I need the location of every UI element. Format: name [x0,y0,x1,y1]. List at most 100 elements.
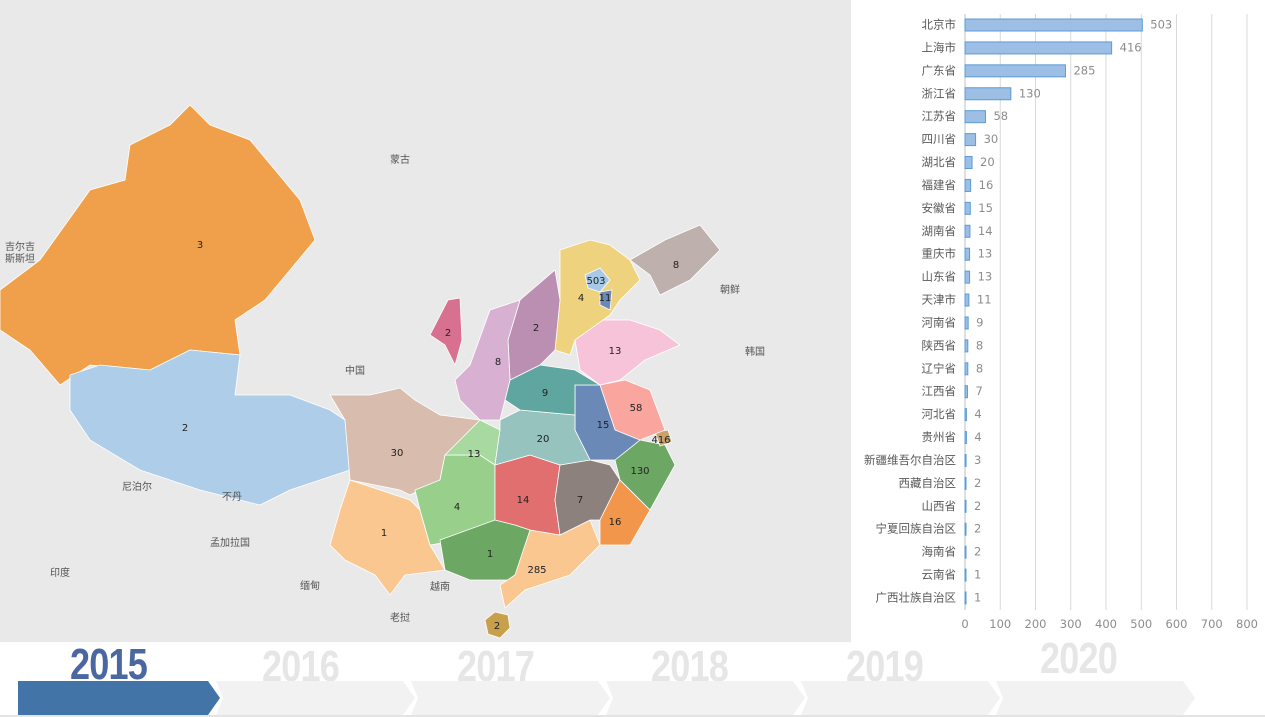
province-region[interactable] [504,364,602,416]
province-value-label: 16 [609,517,622,528]
place-name-label: 吉尔吉 [5,240,35,253]
province-region[interactable] [454,299,521,421]
category-label: 重庆市 [922,247,957,261]
data-label: 2 [974,499,981,513]
bar [964,385,968,399]
data-label: 14 [978,224,993,238]
timeline-step-2015[interactable] [18,681,228,715]
place-name-label: 尼泊尔 [122,480,152,493]
province-region[interactable] [0,104,316,386]
province-value-label: 11 [599,293,612,304]
place-name-label: 孟加拉国 [210,536,250,549]
category-label: 西藏自治区 [899,476,957,490]
timeline-step-2016[interactable] [213,681,423,715]
province-value-label: 2 [445,328,451,339]
data-label: 9 [976,315,983,329]
x-tick-label: 300 [1060,617,1082,631]
data-label: 8 [976,361,983,375]
province-region[interactable] [429,297,463,367]
x-tick-label: 800 [1236,617,1258,631]
province-region[interactable] [329,479,446,596]
place-name-label: 缅甸 [300,579,320,592]
province-value-label: 130 [630,466,649,477]
bar [964,591,967,605]
bar [964,568,967,582]
timeline-step-2020[interactable] [993,681,1203,715]
bar [964,224,971,238]
data-label: 7 [975,384,982,398]
data-label: 20 [980,155,995,169]
province-value-label: 8 [673,260,679,271]
category-label: 湖北省 [922,155,957,169]
category-label: 广西壮族自治区 [876,591,957,605]
data-label: 16 [979,178,994,192]
province-value-label: 20 [537,434,550,445]
province-region[interactable] [584,267,611,293]
bar [964,545,967,559]
bar [964,316,969,330]
category-label: 浙江省 [922,86,957,100]
bar [964,41,1113,55]
place-name-label: 朝鲜 [720,283,740,296]
province-value-label: 13 [609,346,622,357]
province-value-label: 2 [182,423,188,434]
place-name-label: 不丹 [222,491,242,503]
data-label: 13 [978,247,993,261]
category-label: 安徽省 [922,201,957,215]
data-label: 4 [974,430,981,444]
bar [964,362,969,376]
data-label: 30 [984,132,999,146]
place-name-label: 越南 [430,580,450,593]
data-label: 285 [1073,63,1095,77]
bar [964,293,970,307]
category-label: 海南省 [922,545,957,559]
category-label: 江苏省 [922,109,957,123]
province-region[interactable] [574,319,681,386]
province-region[interactable] [484,611,511,639]
province-region[interactable] [599,289,613,311]
province-value-label: 2 [533,323,539,334]
category-label: 广东省 [922,63,957,77]
bar [964,156,973,170]
province-value-label: 7 [577,495,583,506]
province-value-label: 503 [586,276,605,287]
category-label: 四川省 [922,132,957,146]
category-label: 河南省 [922,315,957,329]
timeline-step-2019[interactable] [798,681,1008,715]
data-label: 58 [993,109,1008,123]
place-name-label: 蒙古 [390,153,410,166]
timeline-step-2017[interactable] [408,681,618,715]
category-label: 天津市 [922,293,957,307]
x-tick-label: 100 [989,617,1011,631]
category-label: 新疆维吾尔自治区 [864,453,956,467]
category-label: 宁夏回族自治区 [876,522,957,536]
data-label: 15 [978,201,993,215]
province-region[interactable] [69,349,351,506]
category-label: 北京市 [922,18,957,32]
x-tick-label: 700 [1201,617,1223,631]
province-region[interactable] [629,224,721,296]
bar [964,431,967,445]
data-label: 1 [974,568,981,582]
bar [964,453,967,467]
bar [964,110,986,124]
province-value-label: 4 [578,293,584,304]
province-value-label: 416 [651,435,670,446]
bar [964,270,971,284]
province-value-label: 13 [468,449,481,460]
data-label: 2 [974,476,981,490]
x-tick-label: 400 [1095,617,1117,631]
bar [964,87,1012,101]
bar [964,522,967,536]
bar [964,64,1066,78]
timeline-step-2018[interactable] [603,681,813,715]
year-label-2020[interactable]: 2020 [1040,634,1118,683]
data-label: 11 [977,293,992,307]
data-label: 1 [974,591,981,605]
category-label: 贵州省 [922,430,957,444]
bar [964,178,972,192]
year-label-2015[interactable]: 2015 [70,640,148,689]
province-value-label: 8 [495,357,501,368]
